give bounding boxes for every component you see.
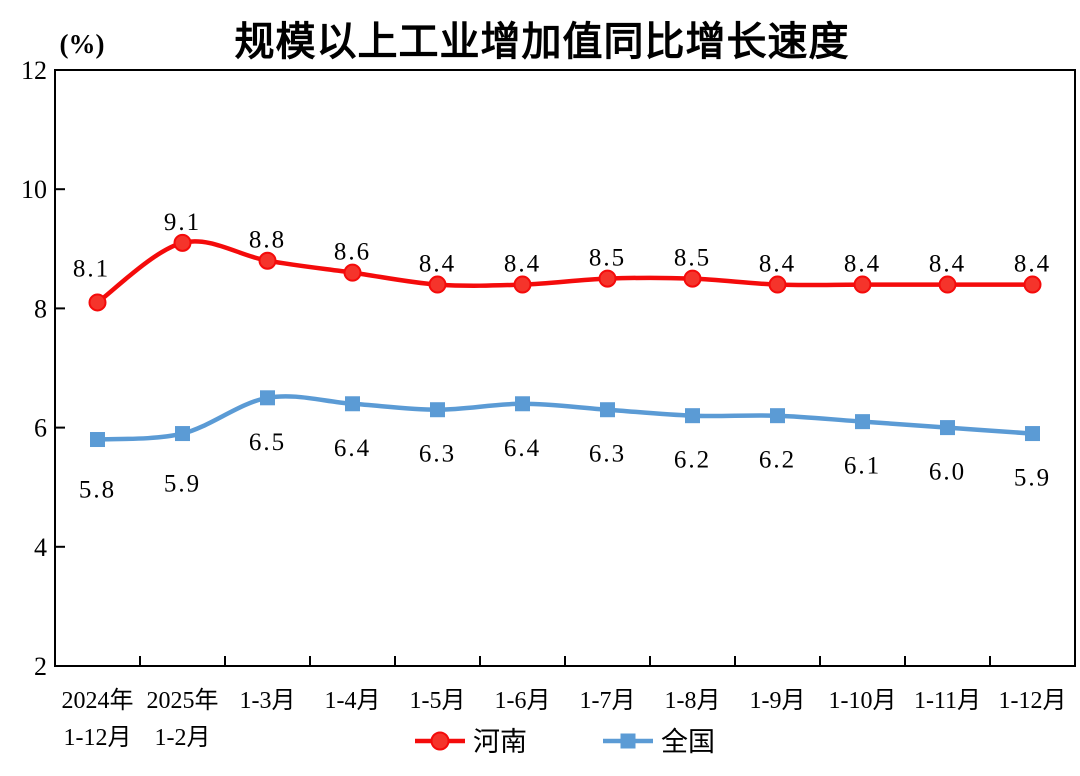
henan-data-label: 8.5 — [589, 245, 626, 272]
national-marker — [175, 426, 190, 442]
henan-marker — [598, 269, 617, 288]
plot-area-border — [54, 69, 1076, 667]
x-axis-category-label: 1-11月 — [914, 688, 981, 714]
national-data-label: 6.3 — [419, 441, 456, 468]
x-axis-category-label: 1-6月 — [495, 688, 551, 714]
series-national: 5.8 5.9 6.5 6.4 6.3 6.4 6.3 6.2 6.2 6.1 6.0 5.9 — [79, 390, 1051, 504]
national-marker — [685, 408, 700, 424]
x-axis-category-label: 1-4月 — [325, 688, 381, 714]
henan-marker — [258, 251, 277, 270]
legend-item-henan: 河南 — [415, 727, 527, 757]
national-data-label: 6.2 — [674, 447, 711, 474]
legend-item-national: 全国 — [603, 727, 715, 757]
x-axis-category-label: 1-12月 — [64, 725, 132, 751]
national-marker — [515, 396, 530, 412]
x-axis: 2024年 1-12月 2025年 1-2月 1-3月 1-4月 1-5月 1-6月 1-7月 1… — [62, 656, 1067, 751]
national-data-label: 6.3 — [589, 441, 626, 468]
chart-title: 规模以上工业增加值同比增长速度 — [235, 19, 850, 64]
national-marker — [1025, 426, 1040, 442]
national-data-label: 6.4 — [334, 435, 371, 462]
legend: 河南 全国 — [415, 727, 715, 757]
legend-label-henan: 河南 — [473, 727, 527, 757]
national-marker — [855, 414, 870, 430]
legend-label-national: 全国 — [661, 727, 715, 757]
x-axis-category-label: 1-10月 — [829, 688, 897, 714]
national-data-label: 6.1 — [844, 453, 881, 480]
x-axis-category-label: 1-8月 — [665, 688, 721, 714]
national-marker — [90, 432, 105, 448]
legend-marker-henan — [430, 731, 450, 751]
henan-data-label: 8.4 — [419, 251, 456, 278]
x-axis-category-label: 1-2月 — [155, 725, 211, 751]
national-data-label: 6.5 — [249, 429, 286, 456]
y-axis-tick-label: 12 — [21, 56, 47, 85]
y-axis-tick-label: 2 — [34, 652, 47, 681]
henan-marker — [768, 275, 787, 294]
national-marker — [770, 408, 785, 424]
national-marker — [600, 402, 615, 418]
henan-data-label: 8.4 — [504, 251, 541, 278]
national-data-label: 6.4 — [504, 435, 541, 462]
henan-marker — [853, 275, 872, 294]
national-data-label: 5.9 — [1014, 465, 1051, 492]
national-marker — [260, 390, 275, 406]
x-axis-category-label: 1-9月 — [750, 688, 806, 714]
henan-marker — [88, 293, 107, 312]
henan-marker — [938, 275, 957, 294]
henan-data-label: 8.4 — [1014, 251, 1051, 278]
national-data-label: 6.0 — [929, 459, 966, 486]
series-line-henan — [95, 239, 1035, 305]
henan-marker — [428, 275, 447, 294]
x-axis-category-label: 1-5月 — [410, 688, 466, 714]
series-henan: 8.1 9.1 8.8 8.6 8.4 8.4 8.5 8.5 8.4 8.4 8.4 8.4 — [73, 209, 1051, 312]
henan-marker — [683, 269, 702, 288]
x-axis-category-label: 1-12月 — [999, 688, 1067, 714]
series-group: 8.19.18.8 8.6 8.4 8.4 8.5 8.5 8.4 8.4 8.4 8.45.8 5… — [73, 209, 1051, 504]
x-axis-category-label: 1-7月 — [580, 688, 636, 714]
x-axis-category-label: 2024年 — [62, 687, 134, 714]
x-axis-category-label: 1-3月 — [240, 688, 296, 714]
henan-data-label: 8.6 — [334, 239, 371, 266]
x-axis-category-label: 2025年 — [147, 687, 219, 714]
y-axis: 2 4 6 8 10 12 — [21, 56, 65, 681]
henan-marker — [343, 263, 362, 282]
national-data-label: 5.8 — [79, 477, 116, 504]
henan-marker — [513, 275, 532, 294]
national-marker — [940, 420, 955, 436]
henan-data-label: 8.1 — [73, 255, 110, 282]
henan-marker — [1023, 275, 1042, 294]
national-marker — [345, 396, 360, 412]
henan-data-label: 8.8 — [249, 227, 286, 254]
national-marker — [430, 402, 445, 418]
y-axis-tick-label: 4 — [34, 533, 47, 562]
y-axis-tick-label: 10 — [21, 175, 47, 204]
y-axis-tick-label: 6 — [34, 414, 47, 443]
henan-data-label: 8.4 — [929, 251, 966, 278]
henan-marker — [173, 233, 192, 252]
national-data-label: 6.2 — [759, 447, 796, 474]
henan-data-label: 8.4 — [759, 251, 796, 278]
series-line-national — [95, 394, 1035, 442]
y-axis-tick-label: 8 — [34, 294, 47, 323]
henan-data-label: 8.4 — [844, 251, 881, 278]
national-data-label: 5.9 — [164, 471, 201, 498]
henan-data-label: 8.5 — [674, 245, 711, 272]
y-axis-unit-label: (%) — [60, 29, 105, 59]
henan-data-label: 9.1 — [164, 209, 201, 236]
legend-marker-national — [620, 733, 636, 749]
